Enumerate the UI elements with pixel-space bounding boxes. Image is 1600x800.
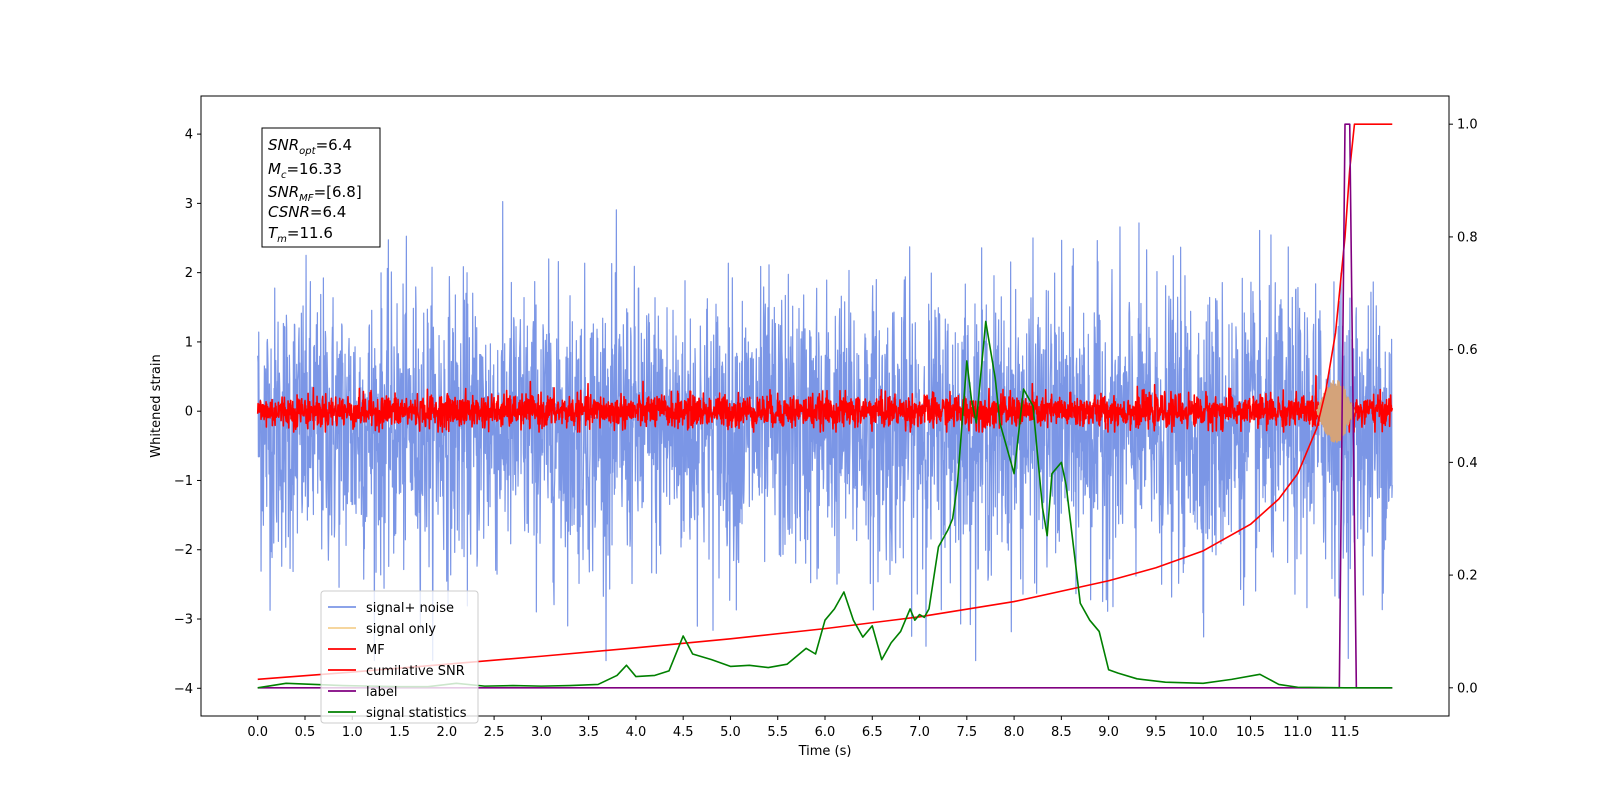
- x-tick-label: 4.0: [626, 725, 647, 740]
- series-line-mf: [256, 374, 1394, 433]
- x-tick-label: 3.5: [578, 725, 599, 740]
- y-axis-right: 0.0 0.2 0.4 0.6 0.8 1.0: [1449, 118, 1478, 696]
- series-line-signal-only: [1315, 379, 1356, 443]
- y-tick-label: 0: [185, 405, 193, 420]
- info-box: SNRopt=6.4 Mc=16.33 SNRMF=[6.8] CSNR=6.4…: [261, 127, 381, 248]
- series-line-signal-noise: [257, 201, 1393, 662]
- x-tick-label: 0.5: [295, 725, 316, 740]
- x-tick-label: 10.0: [1189, 725, 1218, 740]
- x-tick-label: 2.5: [484, 725, 505, 740]
- y-tick-label: −1: [174, 474, 193, 489]
- x-tick-label: 11.5: [1331, 725, 1360, 740]
- x-tick-label: 1.5: [389, 725, 410, 740]
- y2-tick-label: 0.2: [1457, 569, 1478, 584]
- x-tick-label: 5.0: [720, 725, 741, 740]
- series-line-cumilative-snr: [257, 123, 1393, 681]
- info-mc: Mc=16.33: [268, 160, 342, 181]
- x-tick-label: 0.0: [247, 725, 268, 740]
- x-tick-label: 8.5: [1051, 725, 1072, 740]
- x-tick-label: 1.0: [342, 725, 363, 740]
- x-tick-label: 7.5: [956, 725, 977, 740]
- x-tick-label: 5.5: [767, 725, 788, 740]
- legend-label: signal statistics: [366, 706, 467, 721]
- x-tick-label: 6.5: [862, 725, 883, 740]
- x-tick-label: 11.0: [1283, 725, 1312, 740]
- y2-tick-label: 0.8: [1457, 230, 1478, 245]
- y-tick-label: 4: [185, 128, 193, 143]
- y-tick-label: −2: [174, 543, 193, 558]
- x-tick-label: 6.0: [815, 725, 836, 740]
- legend-label: cumilative SNR: [366, 664, 465, 679]
- info-snr-mf: SNRMF=[6.8]: [268, 183, 362, 204]
- x-tick-label: 2.0: [436, 725, 457, 740]
- y-axis-label: Whitened strain: [149, 354, 164, 457]
- x-tick-label: 9.5: [1146, 725, 1167, 740]
- y-tick-label: 3: [185, 197, 193, 212]
- x-axis-label: Time (s): [798, 744, 852, 759]
- info-csnr: CSNR=6.4: [268, 203, 346, 221]
- y2-tick-label: 0.6: [1457, 343, 1478, 358]
- y-axis-left: −4 −3 −2 −1 0 1 2 3 4: [174, 128, 201, 697]
- info-tm: Tm=11.6: [268, 224, 333, 245]
- x-tick-label: 3.0: [531, 725, 552, 740]
- x-tick-label: 10.5: [1236, 725, 1265, 740]
- series-layer: [256, 123, 1394, 689]
- x-tick-label: 9.0: [1098, 725, 1119, 740]
- x-tick-label: 7.0: [909, 725, 930, 740]
- legend: signal+ noise signal only MF cumilative SNR…: [320, 590, 479, 724]
- y-tick-label: 1: [185, 335, 193, 350]
- x-axis: 0.0 0.5 1.0 1.5 2.0 2.5 3.0 3.5 4.0 4.5 5.0 5.5 6.0 6…: [247, 716, 1359, 740]
- y2-tick-label: 0.0: [1457, 681, 1478, 696]
- y-tick-label: −3: [174, 613, 193, 628]
- legend-label: signal+ noise: [366, 601, 454, 616]
- info-snr-opt: SNRopt=6.4: [268, 136, 352, 157]
- x-tick-label: 8.0: [1004, 725, 1025, 740]
- x-tick-label: 4.5: [673, 725, 694, 740]
- y-tick-label: 2: [185, 266, 193, 281]
- legend-label: signal only: [366, 622, 436, 637]
- legend-label: label: [366, 685, 397, 700]
- y2-tick-label: 1.0: [1457, 118, 1478, 133]
- y2-tick-label: 0.4: [1457, 456, 1478, 471]
- series-line-signal-statistics: [257, 320, 1393, 689]
- legend-label: MF: [366, 643, 385, 658]
- y-tick-label: −4: [174, 682, 193, 697]
